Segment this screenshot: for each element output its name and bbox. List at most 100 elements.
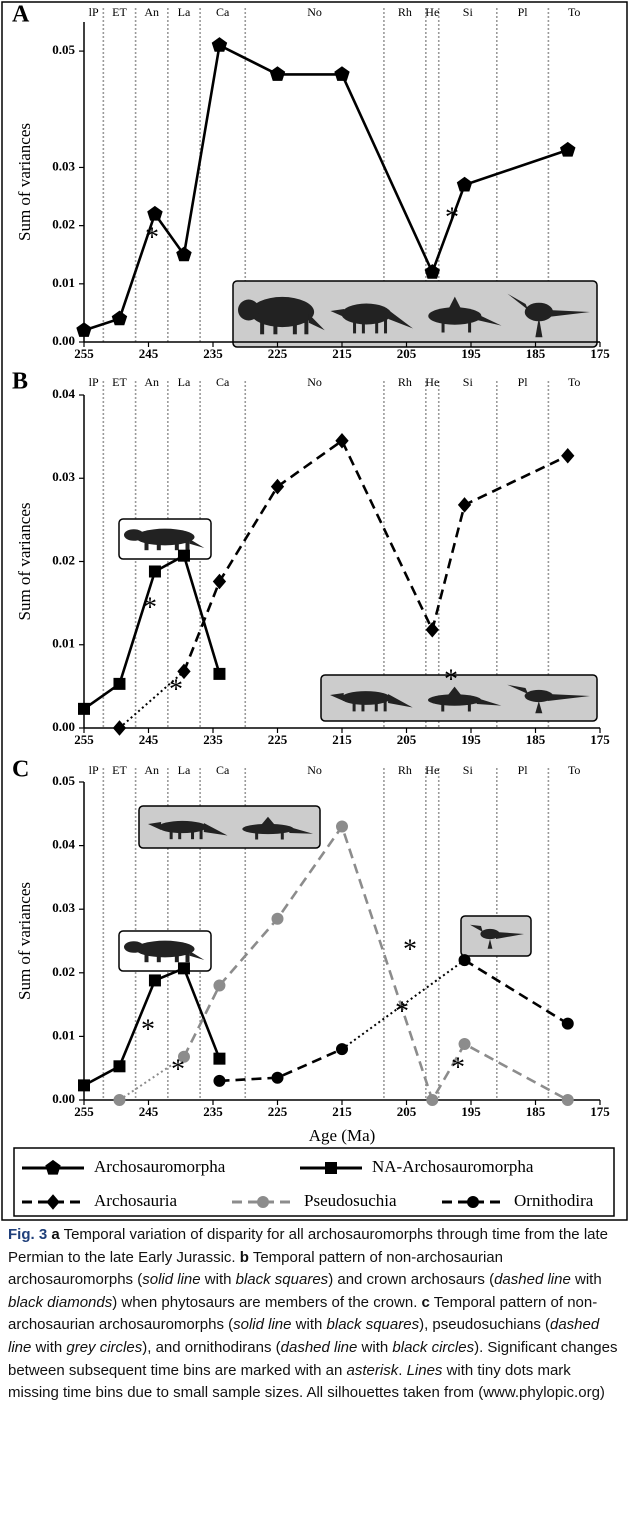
marker-pentagon	[76, 322, 92, 337]
silhouette-part	[156, 951, 161, 963]
marker-diamond	[112, 720, 127, 736]
period-label: He	[425, 763, 439, 777]
significance-asterisk: *	[145, 222, 159, 253]
x-tick-label: 215	[332, 732, 352, 747]
x-tick-label: 225	[268, 732, 288, 747]
caption-text: with	[291, 1316, 327, 1334]
caption-text: solid line	[142, 1271, 201, 1289]
significance-asterisk: *	[171, 1054, 185, 1085]
y-tick-label: 0.05	[52, 42, 75, 57]
silhouette	[428, 296, 502, 333]
silhouette-part	[135, 940, 195, 958]
silhouette-part	[507, 684, 529, 694]
marker-square	[78, 1079, 90, 1092]
silhouette-part	[375, 316, 379, 334]
marker-circle	[426, 1094, 439, 1106]
caption-text: asterisk	[346, 1361, 399, 1379]
marker-pentagon	[147, 205, 163, 221]
significance-asterisk: *	[445, 202, 459, 233]
period-label: ET	[112, 5, 127, 19]
y-tick-label: 0.01	[52, 275, 75, 290]
period-label: To	[568, 375, 581, 389]
silhouette-part	[341, 691, 391, 705]
period-label: Ca	[216, 763, 230, 777]
silhouette-part	[255, 831, 259, 840]
silhouette-part	[124, 941, 144, 953]
silhouette-part	[169, 829, 173, 840]
silhouette-part	[203, 823, 228, 836]
period-label: No	[307, 5, 322, 19]
y-tick-label: 0.00	[52, 333, 75, 348]
silhouette-part	[445, 296, 464, 314]
y-tick-label: 0.00	[52, 719, 75, 734]
caption-text: b	[239, 1248, 249, 1266]
missing-bin-link	[118, 670, 185, 729]
significance-asterisk: *	[141, 1014, 155, 1045]
period-label: An	[144, 375, 159, 389]
caption-text: with tiny dots mark missing time bins du…	[8, 1361, 605, 1402]
caption-text: dashed line	[494, 1271, 571, 1289]
x-tick-label: 205	[397, 1104, 417, 1119]
y-tick-label: 0.05	[52, 773, 75, 788]
series-line	[182, 438, 569, 672]
x-tick-label: 185	[526, 732, 546, 747]
legend-box	[13, 1147, 615, 1217]
period-label: Si	[463, 375, 474, 389]
period-label: An	[144, 763, 159, 777]
x-tick-label: 225	[268, 346, 288, 361]
marker-diamond	[561, 448, 575, 464]
silhouette-part	[480, 928, 500, 940]
silhouette-part	[156, 539, 161, 551]
period-label: lP	[89, 375, 99, 389]
silhouette-part	[144, 951, 149, 963]
silhouette-part	[273, 314, 278, 335]
silhouette-part	[341, 303, 392, 325]
caption-text: Temporal pattern of non-archosaurian arc…	[8, 1248, 503, 1289]
legend-marker	[46, 1194, 60, 1210]
silhouette-part	[259, 816, 277, 827]
y-axis-label: Sum of variances	[15, 502, 34, 620]
caption-text: ) when phytosaurs are members of the cro…	[112, 1293, 422, 1311]
panel-letter: C	[12, 757, 29, 783]
caption-text: Temporal variation of disparity for all …	[8, 1226, 609, 1266]
x-tick-label: 195	[461, 732, 481, 747]
x-tick-label: 205	[397, 346, 417, 361]
silhouette-part	[353, 316, 357, 334]
series-line	[219, 1047, 343, 1083]
silhouette-part	[535, 317, 543, 338]
caption-text: black diamonds	[8, 1293, 113, 1311]
x-tick-label: 255	[74, 346, 94, 361]
period-label: An	[144, 5, 159, 19]
silhouette-part	[238, 299, 260, 321]
caption-text: with	[357, 1338, 393, 1356]
marker-circle	[336, 820, 348, 833]
legend-label: Pseudosuchia	[304, 1191, 397, 1210]
silhouette-part	[496, 932, 524, 939]
marker-pentagon	[424, 264, 440, 279]
caption-text: dashed line	[8, 1316, 600, 1356]
period-label: Si	[463, 763, 474, 777]
silhouette	[148, 820, 228, 840]
silhouette-part	[260, 314, 265, 335]
marker-square	[213, 667, 226, 680]
panel-letter: A	[12, 2, 30, 28]
silhouette-part	[292, 314, 297, 335]
marker-circle	[271, 1071, 284, 1084]
silhouette-part	[174, 539, 179, 551]
series-line	[182, 823, 569, 1104]
period-label: Ca	[216, 375, 230, 389]
marker-diamond	[425, 621, 439, 638]
caption-text: black squares	[235, 1271, 329, 1289]
x-tick-label: 195	[461, 1104, 481, 1119]
marker-diamond	[177, 663, 191, 680]
silhouette	[470, 924, 524, 949]
silhouette-part	[445, 686, 464, 698]
silhouette-part	[487, 939, 493, 949]
legend-marker	[467, 1196, 479, 1208]
marker-pentagon	[111, 310, 128, 326]
significance-asterisk: *	[169, 674, 183, 705]
marker-square	[148, 565, 161, 578]
significance-asterisk: *	[143, 592, 157, 623]
caption-text: Temporal pattern of non-archosaurian arc…	[8, 1293, 598, 1334]
caption-text: with	[200, 1271, 236, 1289]
